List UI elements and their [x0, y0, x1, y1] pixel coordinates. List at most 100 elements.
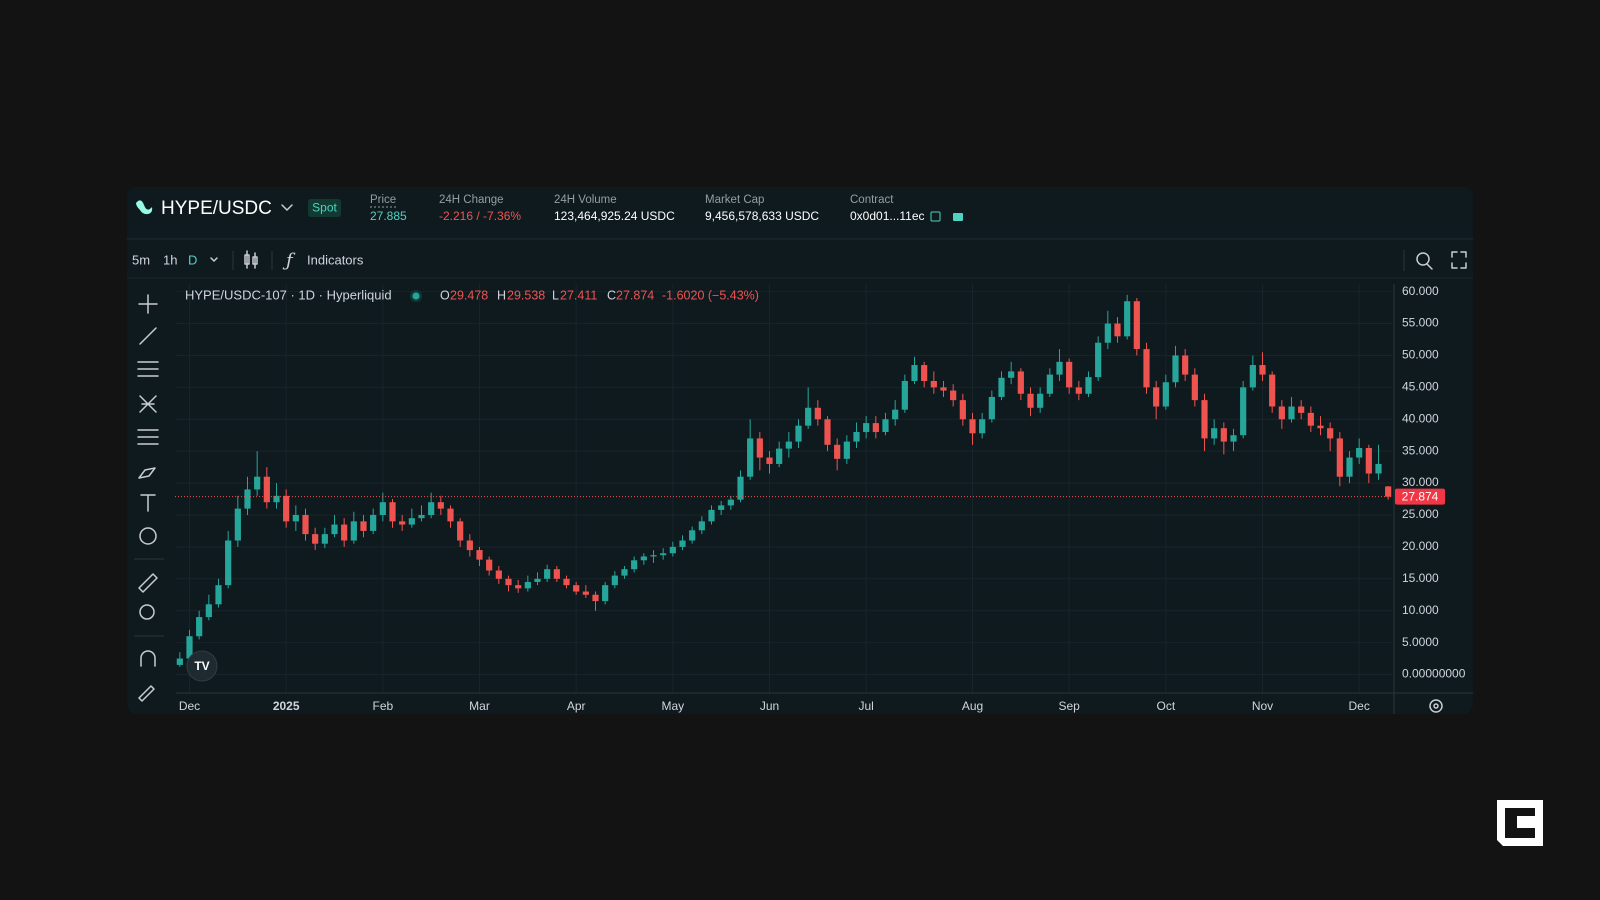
candle-body	[302, 514, 309, 535]
emoji-tool[interactable]	[139, 527, 157, 545]
status-dot	[412, 292, 420, 300]
candle-body	[1075, 387, 1082, 394]
ohlc-value: 27.411	[560, 288, 597, 302]
snapshot-button[interactable]	[1416, 252, 1433, 270]
candle-body	[292, 514, 299, 522]
candle-body	[592, 594, 599, 602]
candle-body	[370, 514, 377, 531]
indicators-icon[interactable]: ƒ	[282, 250, 296, 271]
candle-body	[650, 555, 657, 557]
y-tick-label: 5.0000	[1402, 635, 1439, 649]
candle-body	[1008, 371, 1015, 378]
chart-type-button[interactable]	[244, 250, 258, 269]
candle-body	[805, 407, 812, 426]
candle-body	[486, 559, 493, 571]
candle-body	[814, 407, 821, 420]
candle-body	[756, 438, 763, 458]
pair-name[interactable]: HYPE/USDC	[161, 198, 272, 219]
settings-button[interactable]	[1429, 699, 1443, 713]
candle-body	[457, 521, 464, 541]
interval-button[interactable]: 1h	[163, 252, 177, 267]
magnet-tool[interactable]	[140, 650, 156, 667]
candle-body	[747, 438, 754, 477]
ohlc-key: O	[440, 288, 450, 302]
candle-body	[834, 444, 841, 459]
candle-body	[553, 569, 560, 579]
candle-body	[495, 570, 502, 579]
y-tick-label: 20.000	[1402, 539, 1439, 553]
candle-body	[959, 400, 966, 420]
x-tick-label: Mar	[469, 699, 490, 713]
stat-value: 27.885	[370, 209, 407, 223]
stat-label: Contract	[850, 194, 894, 206]
ohlc-key: H	[497, 288, 506, 302]
candle-body	[737, 476, 744, 500]
crosshair-tool[interactable]	[138, 294, 158, 314]
pair-dropdown[interactable]	[281, 204, 293, 211]
pattern-tool[interactable]	[139, 395, 157, 413]
candle-body	[515, 585, 522, 589]
stat-value: 9,456,578,633 USDC	[705, 209, 819, 223]
candle-body	[776, 448, 783, 464]
candle-body	[1230, 435, 1237, 442]
candle-body	[234, 508, 241, 541]
contract-copy[interactable]	[953, 213, 963, 221]
candle-body	[1259, 365, 1266, 375]
fullscreen-button[interactable]	[1451, 251, 1467, 269]
fib-tool[interactable]	[137, 429, 159, 445]
brand-logo	[1497, 800, 1543, 846]
candle-body	[785, 441, 792, 449]
lines-tool[interactable]	[137, 361, 159, 377]
candle-body	[1114, 323, 1121, 337]
candle-body	[1153, 387, 1160, 407]
candle-body	[437, 502, 444, 509]
text-tool[interactable]	[140, 494, 156, 512]
stat-label: 24H Change	[439, 194, 504, 206]
candle-body	[1191, 374, 1198, 401]
y-tick-label: 35.000	[1402, 443, 1439, 457]
candle-body	[727, 499, 734, 506]
candle-body	[1220, 428, 1227, 442]
candle-body	[331, 524, 338, 535]
candle-body	[1104, 323, 1111, 343]
interval-button[interactable]: D	[188, 252, 197, 267]
candle-body	[544, 569, 551, 579]
candle-body	[718, 505, 725, 510]
candle-body	[1017, 371, 1024, 394]
candle-body	[698, 521, 705, 531]
candle-body	[1172, 355, 1179, 383]
market-badge	[308, 199, 341, 217]
interval-button[interactable]: 5m	[132, 252, 150, 267]
y-tick-label: 60.000	[1402, 284, 1439, 298]
candle-body	[1027, 393, 1034, 408]
y-tick-label: 30.000	[1402, 475, 1439, 489]
candle-body	[476, 550, 483, 560]
candle-body	[1317, 425, 1324, 429]
candle-body	[660, 553, 667, 556]
candle-body	[389, 502, 396, 522]
candle-body	[631, 560, 638, 570]
ruler-tool[interactable]	[138, 573, 158, 593]
contract-link[interactable]	[930, 211, 941, 222]
candle-body	[708, 509, 715, 522]
x-tick-label: Dec	[179, 699, 200, 713]
y-tick-label: 50.000	[1402, 348, 1439, 362]
brush-tool[interactable]	[138, 467, 156, 479]
candle-body	[196, 617, 203, 637]
tradingview-logo[interactable]: TV	[186, 650, 218, 682]
zoom-tool[interactable]	[139, 604, 155, 620]
candle-body	[988, 396, 995, 420]
candle-body	[428, 502, 435, 515]
x-tick-label: Sep	[1058, 699, 1080, 713]
candle-body	[911, 365, 918, 381]
candle-body	[950, 390, 957, 401]
lock-tool[interactable]	[138, 685, 155, 702]
indicators-button[interactable]: Indicators	[307, 252, 364, 267]
candle-body	[524, 581, 531, 589]
trendline-tool[interactable]	[139, 327, 157, 345]
candle-body	[921, 365, 928, 381]
interval-dropdown[interactable]	[210, 257, 218, 262]
candle-body	[312, 534, 319, 544]
pair-logo[interactable]	[136, 200, 153, 215]
